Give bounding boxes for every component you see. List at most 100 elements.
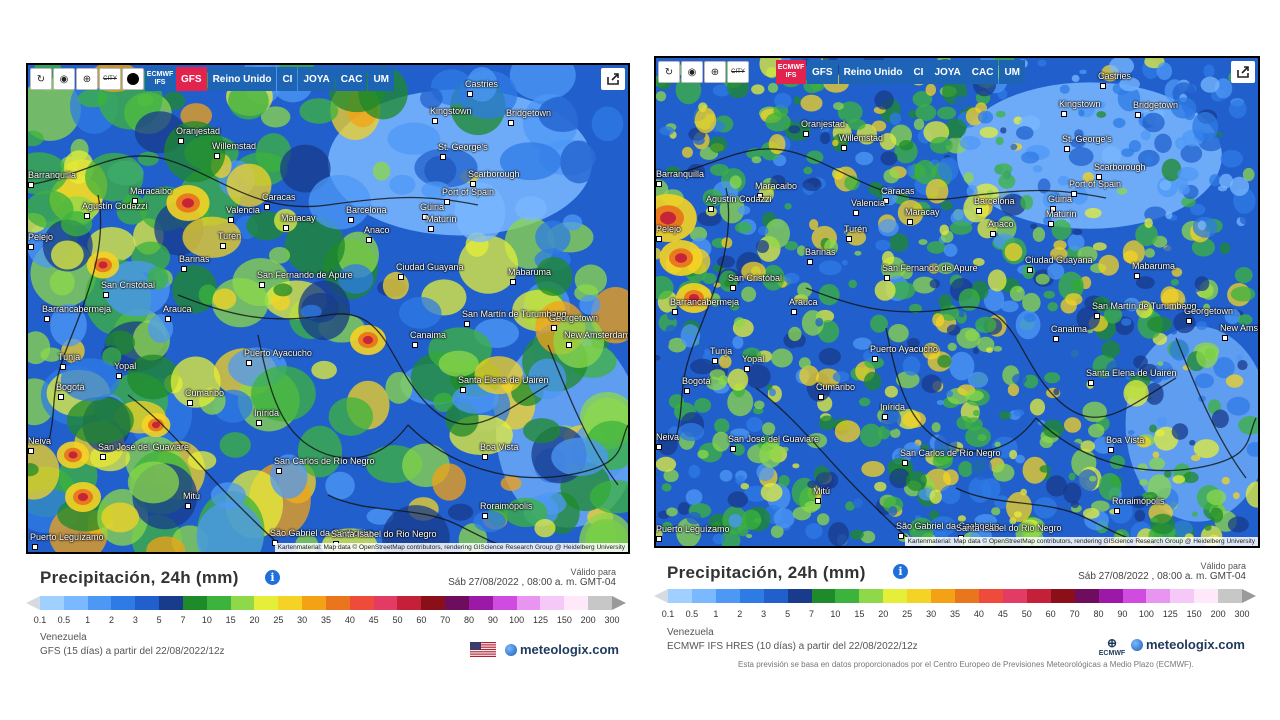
model-tab-ci[interactable]: CI — [908, 60, 929, 84]
city-marker-maturin — [1048, 221, 1054, 227]
model-tab-ecmwf[interactable]: ECMWF IFS — [776, 60, 806, 84]
colorbar-cell — [588, 596, 612, 610]
city-marker-guiria — [422, 214, 428, 220]
colorbar-tick-label: 60 — [1045, 609, 1056, 619]
info-icon[interactable]: i — [893, 564, 908, 579]
valid-label: Válido para — [570, 567, 616, 577]
city-label-canaima: Canaima — [1051, 324, 1088, 334]
city-marker-san-jose-del-guaviare — [100, 454, 106, 460]
model-tab-um[interactable]: UM — [368, 67, 395, 91]
model-tab-reino-unido[interactable]: Reino Unido — [838, 60, 908, 84]
model-tab-cac[interactable]: CAC — [335, 67, 368, 91]
colorbar-tick-label: 45 — [368, 615, 379, 625]
border-line — [1035, 417, 1257, 472]
city-label-neiva: Neiva — [656, 432, 680, 442]
colorbar-cell — [1194, 589, 1219, 603]
city-toggle-icon[interactable]: CITY — [99, 68, 121, 90]
city-marker-tunja — [60, 364, 66, 370]
share-icon[interactable] — [1231, 61, 1255, 83]
border-line — [547, 344, 619, 486]
colorbar-min-arrow — [26, 596, 40, 610]
colorbar-cell — [955, 589, 979, 603]
city-marker-maracaibo — [757, 193, 763, 199]
city-label-mabaruma: Mabaruma — [1132, 261, 1176, 271]
zoom-icon[interactable]: ⊕ — [704, 61, 726, 83]
colorbar-max-arrow — [1242, 589, 1256, 603]
model-tab-ecmwf[interactable]: ECMWF IFS — [145, 67, 175, 91]
precipitation-map[interactable]: ↻ ◉ ⊕ CITY ECMWF IFS GFS Reino Unido CI … — [26, 63, 630, 554]
city-marker-san-fernando-de-apure — [259, 282, 265, 288]
city-label-agustin-codazzi: Agustín Codazzi — [82, 201, 148, 211]
colorbar-cell — [40, 596, 64, 610]
colorbar-cell — [668, 589, 692, 603]
city-marker-san-jose-del-guaviare — [730, 446, 736, 452]
city-toggle-icon[interactable]: CITY — [727, 61, 749, 83]
colorbar-cell — [907, 589, 932, 603]
colorbar-cell — [445, 596, 469, 610]
model-tab-reino-unido[interactable]: Reino Unido — [207, 67, 277, 91]
city-label-bridgetown: Bridgetown — [1133, 100, 1179, 110]
colorbar-cell — [1002, 589, 1027, 603]
city-marker-turen — [220, 243, 226, 249]
legend-title: Precipitación, 24h (mm) — [667, 563, 866, 582]
colorbar-cell — [373, 596, 398, 610]
city-marker-castries — [1100, 83, 1106, 89]
city-label-santa-elena-de-uairen: Santa Elena de Uairén — [1086, 368, 1177, 378]
colorbar-tick-label: 45 — [997, 609, 1008, 619]
model-tab-joya[interactable]: JOYA — [929, 60, 966, 84]
colorbar-cell — [883, 589, 908, 603]
city-label-barinas: Barinas — [805, 247, 836, 257]
model-tab-cac[interactable]: CAC — [966, 60, 999, 84]
city-label-georgetown: Georgetown — [549, 313, 599, 323]
location-pin-icon[interactable]: ◉ — [53, 68, 75, 90]
city-label-san-jose-del-guaviare: San José del Guaviare — [728, 434, 820, 444]
location-pin-icon[interactable]: ◉ — [681, 61, 703, 83]
info-icon[interactable]: i — [265, 570, 280, 585]
city-label-anaco: Anaco — [988, 219, 1014, 229]
brand-label: meteologix.com — [1146, 637, 1245, 652]
refresh-icon[interactable]: ↻ — [658, 61, 680, 83]
colorbar-cell — [159, 596, 183, 610]
model-tab-um[interactable]: UM — [999, 60, 1026, 84]
map-toolbar: ↻ ◉ ⊕ CITY ECMWF IFS GFS Reino Unido CI … — [658, 60, 1026, 84]
city-marker-georgetown — [551, 325, 557, 331]
meteologix-logo[interactable]: meteologix.com — [1131, 637, 1245, 652]
city-marker-puerto-ayacucho — [872, 356, 878, 362]
model-tab-joya[interactable]: JOYA — [298, 67, 335, 91]
colorbar-tick-label: 80 — [463, 615, 475, 625]
city-label-cumaribo: Cumaribo — [185, 388, 225, 398]
ecmwf-logo-mark: ⊕ — [1106, 636, 1118, 650]
city-label-boa-vista: Boa Vista — [1106, 435, 1145, 445]
colorbar-cell — [715, 589, 740, 603]
city-label-yopal: Yopal — [742, 354, 765, 364]
colorbar-tick-label: 20 — [249, 615, 260, 625]
model-tab-gfs[interactable]: GFS — [176, 67, 207, 91]
city-marker-san-martin-de-turumbang — [1094, 313, 1100, 319]
colorbar-cell — [516, 596, 541, 610]
city-label-san-cristobal: San Cristóbal — [101, 280, 156, 290]
colorbar-tick-label: 70 — [1069, 609, 1080, 619]
colorbar-cell — [397, 596, 422, 610]
colorbar-cell — [1098, 589, 1123, 603]
city-label-guiria: Güiria — [1048, 194, 1073, 204]
refresh-icon[interactable]: ↻ — [30, 68, 52, 90]
meteologix-logo[interactable]: meteologix.com — [505, 642, 619, 657]
city-marker-bogota — [58, 394, 64, 400]
precipitation-map[interactable]: ↻ ◉ ⊕ CITY ECMWF IFS GFS Reino Unido CI … — [654, 56, 1260, 548]
colorbar-tick-label: 300 — [604, 615, 620, 625]
colorbar-cell — [931, 589, 956, 603]
city-marker-san-cristobal — [730, 285, 736, 291]
brand-label: meteologix.com — [520, 642, 619, 657]
city-label-roraimopolis: Roraimópolis — [480, 501, 533, 511]
model-tab-ci[interactable]: CI — [277, 67, 298, 91]
model-tab-gfs[interactable]: GFS — [807, 60, 838, 84]
city-label-pelejo: Pelejo — [656, 224, 682, 234]
colorbar-tick-label: 0.1 — [661, 609, 675, 619]
city-label-arauca: Arauca — [789, 297, 818, 307]
share-icon[interactable] — [601, 68, 625, 90]
city-marker-barinas — [181, 266, 187, 272]
city-marker-boa-vista — [482, 454, 488, 460]
dot-icon[interactable] — [122, 68, 144, 90]
zoom-icon[interactable]: ⊕ — [76, 68, 98, 90]
city-marker-new-amsterdam — [1222, 335, 1228, 341]
